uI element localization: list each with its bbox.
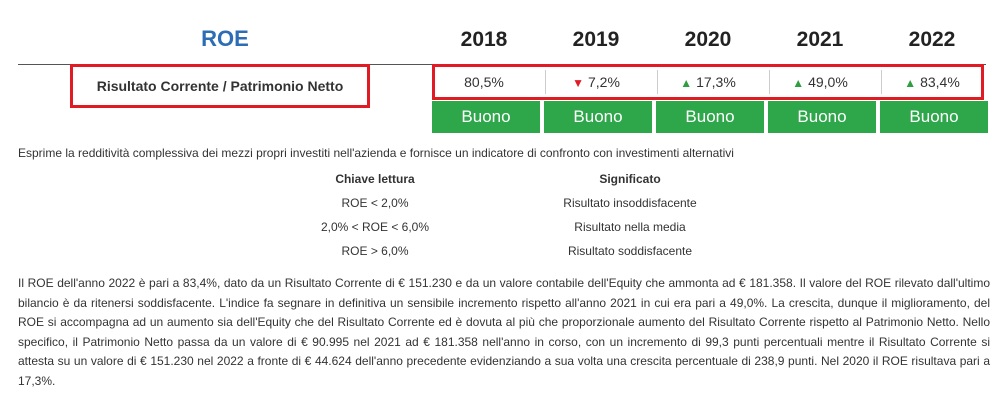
metric-label-highlight: Risultato Corrente / Patrimonio Netto (70, 64, 370, 108)
trend-up-icon: ▲ (904, 76, 917, 90)
legend-header-key: Chiave lettura (335, 172, 415, 186)
value-text: 49,0% (808, 74, 848, 90)
value-separator (769, 70, 770, 94)
value-cell-2018: 80,5% (434, 72, 534, 92)
value-cell-2022: ▲ 83,4% (882, 72, 982, 92)
legend-key: ROE > 6,0% (341, 244, 409, 258)
year-header-2018: 2018 (460, 28, 508, 51)
value-text: 83,4% (920, 74, 960, 90)
value-cell-2019: ▼ 7,2% (546, 72, 646, 92)
trend-up-icon: ▲ (792, 76, 805, 90)
rating-badge-2021: Buono (768, 101, 876, 133)
value-text: 17,3% (696, 74, 736, 90)
rating-badge-2022: Buono (880, 101, 988, 133)
metric-label: Risultato Corrente / Patrimonio Netto (96, 78, 344, 94)
rating-badge-2019: Buono (544, 101, 652, 133)
value-separator (881, 70, 882, 94)
value-cell-2021: ▲ 49,0% (770, 72, 870, 92)
trend-up-icon: ▲ (680, 76, 693, 90)
indicator-title: ROE (201, 26, 249, 51)
legend-key: ROE < 2,0% (341, 196, 409, 210)
value-text: 80,5% (464, 74, 504, 90)
value-cell-2020: ▲ 17,3% (658, 72, 758, 92)
legend-header-meaning: Significato (599, 172, 661, 186)
rating-badge-2020: Buono (656, 101, 764, 133)
year-header-2021: 2021 (796, 28, 844, 51)
trend-down-icon: ▼ (572, 76, 584, 90)
legend-meaning: Risultato nella media (574, 220, 686, 234)
rating-badge-2018: Buono (432, 101, 540, 133)
legend-key: 2,0% < ROE < 6,0% (320, 220, 430, 234)
year-header-2019: 2019 (572, 28, 620, 51)
value-separator (657, 70, 658, 94)
legend-meaning: Risultato soddisfacente (567, 244, 693, 258)
indicator-description: Esprime la redditività complessiva dei m… (18, 146, 734, 160)
values-highlight (432, 64, 984, 100)
legend-meaning: Risultato insoddisfacente (563, 196, 697, 210)
year-header-2022: 2022 (908, 28, 956, 51)
value-text: 7,2% (587, 74, 620, 90)
value-separator (545, 70, 546, 94)
year-header-2020: 2020 (684, 28, 732, 51)
analysis-paragraph: Il ROE dell'anno 2022 è pari a 83,4%, da… (18, 276, 990, 388)
